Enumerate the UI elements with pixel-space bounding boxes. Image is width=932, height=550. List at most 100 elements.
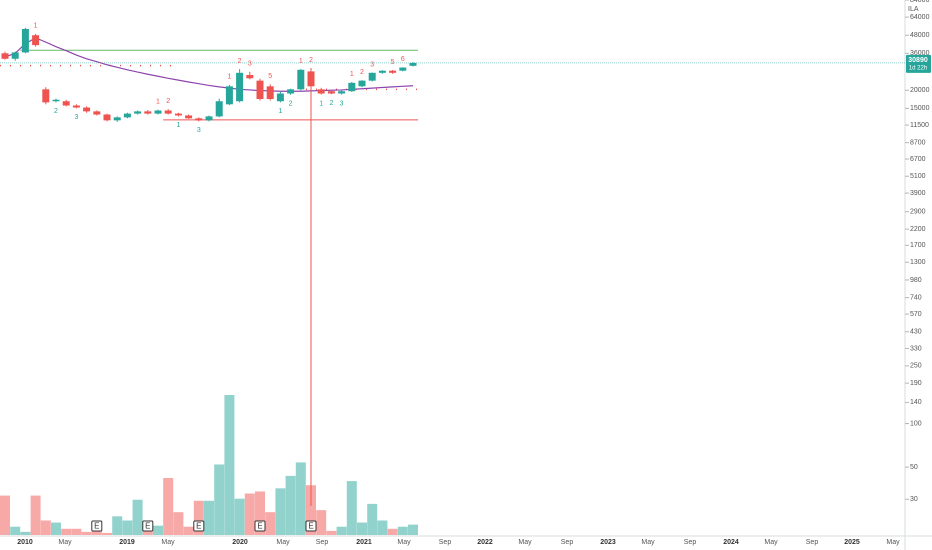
- y-tick-label: 15000: [910, 105, 930, 112]
- td-count: 1: [319, 100, 323, 107]
- volume-bar: [102, 532, 112, 535]
- x-tick-label: 2010: [17, 539, 33, 546]
- x-tick-label: 2022: [477, 539, 493, 546]
- td-count: 1: [350, 71, 354, 78]
- candle-body: [42, 89, 50, 103]
- y-tick-label: 1300: [910, 259, 926, 266]
- y-tick-label: 6700: [910, 156, 926, 163]
- volume-bar: [387, 528, 398, 535]
- x-tick-label: Sep: [684, 539, 697, 546]
- candle-body: [358, 80, 366, 87]
- td-count: 1: [156, 98, 160, 105]
- td-count: 5: [268, 73, 272, 80]
- x-tick-label: May: [397, 539, 411, 546]
- candle-body: [256, 80, 264, 100]
- volume-bar: [265, 512, 276, 535]
- volume-bar: [244, 493, 255, 535]
- y-tick-label: 11500: [910, 122, 929, 129]
- candle-body: [266, 86, 274, 100]
- y-tick-label: 250: [910, 363, 922, 370]
- td-count: 2: [309, 57, 313, 64]
- y-tick-label: 20000: [910, 87, 930, 94]
- candle-body: [399, 67, 407, 71]
- volume-bar: [173, 512, 184, 535]
- event-label: E: [308, 522, 313, 531]
- volume-bar: [132, 499, 143, 535]
- volume-bar: [214, 464, 225, 535]
- td-count: 3: [248, 61, 252, 68]
- y-tick-label: 740: [910, 294, 922, 301]
- td-count: 1: [34, 23, 38, 30]
- x-tick-label: 2021: [356, 539, 372, 546]
- volume-bar: [193, 500, 204, 535]
- x-tick-label: 2024: [723, 539, 739, 546]
- td-count: 1: [176, 122, 180, 129]
- x-tick-label: 2023: [600, 539, 616, 546]
- volume-bar: [153, 525, 163, 535]
- volume-bar: [0, 495, 10, 535]
- candle-body: [409, 62, 417, 66]
- volume-bar: [51, 522, 61, 535]
- candle-body: [338, 91, 346, 94]
- candle-body: [1, 53, 9, 59]
- volume-bar: [336, 526, 347, 535]
- candle-body: [164, 110, 172, 114]
- currency-label: ILA: [908, 6, 919, 13]
- event-box: [91, 520, 103, 532]
- td-count: 5: [391, 59, 395, 66]
- candle-body: [52, 99, 60, 102]
- volume-bar: [122, 520, 133, 535]
- candle-body: [32, 35, 40, 46]
- x-tick-label: May: [764, 539, 778, 546]
- x-tick-label: Sep: [316, 539, 329, 546]
- volume-bar: [306, 485, 316, 535]
- x-tick-label: May: [641, 539, 655, 546]
- candle-body: [72, 105, 80, 108]
- volume-bar: [224, 395, 235, 535]
- td-count: 2: [289, 101, 293, 108]
- volume-bar: [408, 524, 418, 535]
- volume-bar: [61, 528, 72, 535]
- y-tick-label: 430: [910, 329, 922, 336]
- y-tick-label: 980: [910, 277, 922, 284]
- candle-body: [297, 69, 305, 90]
- candle-body: [225, 86, 233, 105]
- candle-body: [205, 116, 213, 121]
- y-tick-label: 570: [910, 311, 922, 318]
- volume-bar: [183, 526, 194, 535]
- td-count: 3: [74, 114, 78, 121]
- y-tick-label: 3900: [910, 190, 926, 197]
- volume-bar: [112, 516, 123, 535]
- event-label: E: [196, 522, 201, 531]
- candle-body: [21, 28, 29, 53]
- last-price-badge: [906, 54, 931, 73]
- event-label: E: [94, 522, 99, 531]
- x-tick-label: May: [161, 539, 175, 546]
- candle-body: [195, 118, 203, 121]
- y-tick-label: 2200: [910, 226, 926, 233]
- candle-body: [368, 72, 376, 81]
- volume-bar: [367, 503, 378, 535]
- event-box: [305, 520, 317, 532]
- candle-body: [185, 115, 193, 119]
- event-box: [254, 520, 266, 532]
- candle-body: [215, 101, 223, 117]
- volume-bar: [377, 520, 388, 535]
- volume-bar: [30, 495, 41, 535]
- volume-bar: [71, 528, 82, 535]
- td-count: 1: [227, 74, 231, 81]
- candle-body: [103, 114, 111, 121]
- x-tick-label: May: [886, 539, 900, 546]
- y-tick-label: 140: [910, 399, 922, 406]
- candle-body: [246, 74, 254, 79]
- candle-body: [154, 110, 162, 114]
- candle-body: [378, 70, 386, 73]
- candle-body: [287, 89, 295, 94]
- y-tick-label: 8700: [910, 139, 926, 146]
- candle-body: [276, 93, 284, 102]
- event-label: E: [145, 522, 150, 531]
- candle-body: [62, 101, 70, 106]
- x-tick-label: 2025: [844, 539, 860, 546]
- volume-bar: [234, 498, 245, 535]
